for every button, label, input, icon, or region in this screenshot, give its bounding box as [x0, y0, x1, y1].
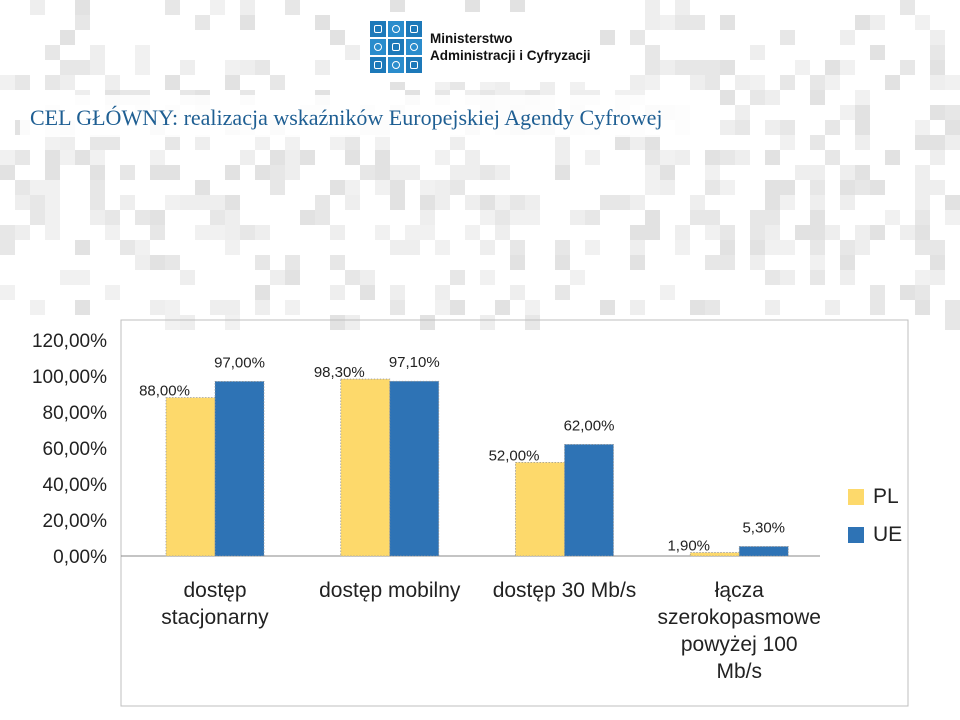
y-tick-label: 0,00% — [53, 547, 107, 568]
y-tick-label: 40,00% — [43, 475, 108, 496]
ministry-name-line1: Ministerstwo — [430, 31, 513, 46]
legend-item-pl: PL — [848, 478, 902, 516]
bar-ue — [564, 443, 614, 557]
y-tick-label: 100,00% — [32, 367, 107, 388]
legend-label-pl: PL — [873, 485, 899, 508]
legend-label-ue: UE — [873, 523, 903, 546]
category-label: dostęp 30 Mb/s — [493, 579, 637, 602]
bar-pl — [515, 461, 565, 557]
bar-pl — [689, 552, 740, 557]
y-tick-label: 80,00% — [43, 403, 108, 424]
y-tick-label: 60,00% — [43, 439, 108, 460]
bar-pl — [165, 397, 216, 557]
legend-item-ue: UE — [848, 516, 902, 554]
slide-title: CEL GŁÓWNY: realizacja wskaźników Europe… — [30, 105, 663, 130]
data-label-pl: 52,00% — [489, 447, 540, 464]
data-label-pl: 1,90% — [667, 538, 710, 555]
chart-frame — [120, 319, 909, 707]
y-tick-label: 120,00% — [32, 331, 107, 352]
data-label-ue: 62,00% — [564, 417, 615, 434]
ministry-emblem-icon — [370, 21, 422, 73]
category-label: łącza szerokopasmowe powyżej 100 Mb/s — [658, 579, 821, 683]
legend-swatch-pl — [848, 489, 864, 505]
data-label-pl: 88,00% — [139, 383, 190, 400]
category-label: dostęp stacjonarny — [161, 579, 269, 629]
category-label: dostęp mobilny — [319, 579, 461, 602]
legend-swatch-ue — [848, 527, 864, 543]
ministry-name-line2: Administracji i Cyfryzacji — [430, 48, 591, 63]
bar-pl — [340, 378, 391, 557]
data-label-ue: 97,00% — [214, 354, 265, 371]
bar-ue — [389, 380, 440, 557]
data-label-pl: 98,30% — [314, 364, 365, 381]
ministry-logo: Ministerstwo Administracji i Cyfryzacji — [370, 20, 591, 74]
bar-ue — [738, 546, 789, 557]
y-tick-label: 20,00% — [43, 511, 108, 532]
bar-ue — [214, 380, 265, 557]
ministry-name: Ministerstwo Administracji i Cyfryzacji — [430, 30, 591, 64]
chart-legend: PL UE — [848, 478, 902, 554]
data-label-ue: 97,10% — [389, 354, 440, 371]
data-label-ue: 5,30% — [742, 519, 785, 536]
